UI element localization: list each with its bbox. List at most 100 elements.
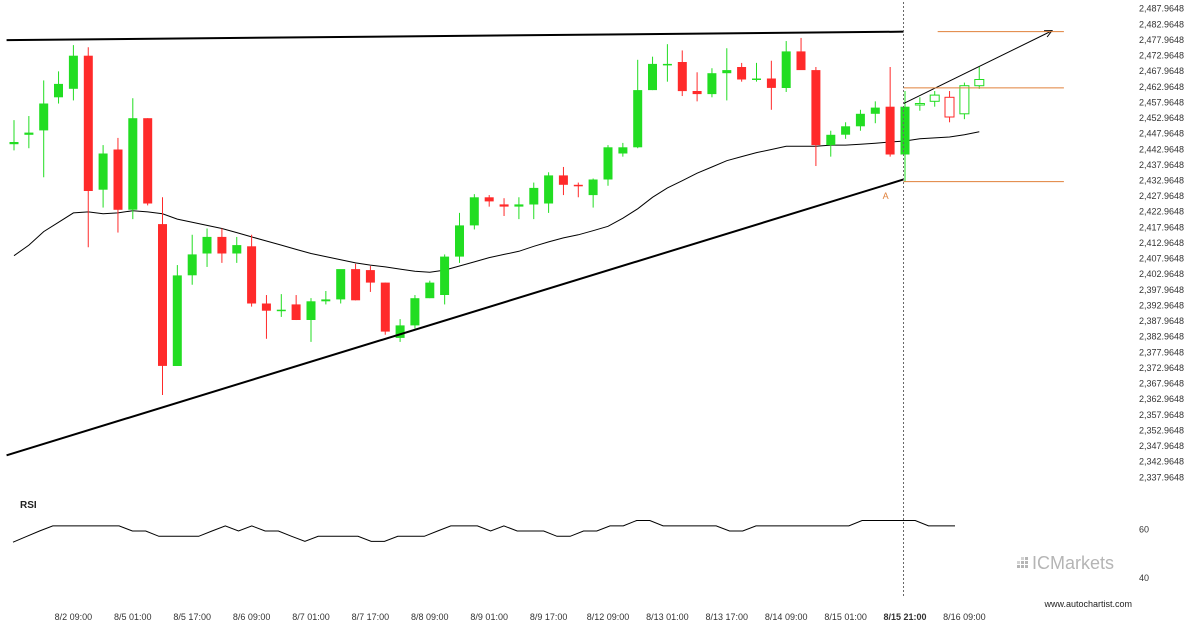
candle-body [603,147,613,180]
bullish-candle [662,44,672,82]
candle-body [143,118,153,204]
candle-body [202,236,212,254]
rsi-title: RSI [20,500,37,511]
time-tick-label: 8/9 17:00 [530,612,568,622]
time-tick-label: 8/15 01:00 [824,612,867,622]
bullish-candle [98,145,108,208]
bullish-candle [306,298,316,342]
bearish-candle [499,198,509,217]
bullish-candle [187,234,197,285]
projection-line [903,30,1053,104]
time-tick-label: 8/5 17:00 [173,612,211,622]
bullish-candle [618,142,628,157]
bearish-candle [291,295,301,321]
bullish-candle [841,122,851,139]
price-tick-label: 2,392.9648 [1139,301,1184,311]
candle-body [914,103,925,106]
bearish-candle [217,228,227,263]
bullish-candle [276,294,286,317]
bullish-candle [781,41,791,92]
bullish-candle [870,101,880,124]
bullish-candle [24,116,34,149]
candle-body [662,63,672,66]
candle-body [9,142,19,145]
rsi-line [12,520,955,543]
price-tick-label: 2,387.9648 [1139,316,1184,326]
candle-body [499,204,509,207]
candle-body [54,83,63,98]
candle-body [558,175,568,185]
candle-body [261,303,271,311]
bearish-candle [944,91,955,123]
time-tick-label: 8/14 09:00 [765,612,808,622]
candle-body [885,106,895,155]
bullish-candle [544,172,554,213]
candle-body [83,55,93,192]
candle-body [974,79,985,87]
price-tick-label: 2,377.9648 [1139,347,1184,357]
candle-body [306,301,316,320]
candle-body [365,270,375,283]
candle-body [514,204,524,207]
bearish-candle [351,263,361,301]
candle-body [781,51,791,88]
price-tick-label: 2,342.9648 [1139,457,1184,467]
candle-body [128,118,138,210]
bearish-candle [158,197,167,396]
candle-body [633,90,643,148]
brand-name: Markets [1050,553,1114,573]
bullish-candle [440,254,450,305]
bearish-candle [677,50,687,97]
candle-body [766,78,776,88]
candle-body [24,132,34,135]
bullish-candle [321,290,331,305]
price-tick-label: 2,457.9648 [1139,97,1184,107]
price-tick-label: 2,427.9648 [1139,191,1184,201]
time-tick-label: 8/6 09:00 [233,612,271,622]
projection-arrowhead-icon [1043,30,1054,38]
price-tick-label: 2,447.9648 [1139,129,1184,139]
price-tick-label: 2,402.9648 [1139,269,1184,279]
bullish-candle [707,68,717,98]
bullish-candle [588,178,598,208]
bullish-candle [929,91,940,107]
candle-body [425,282,435,299]
price-tick-label: 2,417.9648 [1139,222,1184,232]
candle-body [217,236,227,254]
bearish-candle [143,118,153,206]
bullish-candle [202,228,212,267]
time-tick-label: 8/13 01:00 [646,612,689,622]
price-tick-label: 2,362.9648 [1139,394,1184,404]
bullish-candle [900,91,910,182]
candles-layer [9,37,985,396]
source-link[interactable]: www.autochartist.com [1043,599,1132,609]
pattern-marker-label: A [883,191,889,201]
bullish-candle [172,265,182,366]
candle-body [484,197,494,202]
candle-body [395,325,405,338]
candle-body [796,51,806,71]
price-tick-label: 2,487.9648 [1139,4,1184,14]
bullish-candle [54,71,63,104]
brand-wordmark: ICMarkets [1032,553,1114,573]
bullish-candle [826,130,836,157]
candle-body [841,126,851,135]
rsi-tick-label: 40 [1139,573,1149,583]
bullish-candle [9,120,19,151]
time-tick-label: 8/13 17:00 [706,612,749,622]
pattern-overlay: A [6,2,1064,596]
price-axis: 2,487.9648 2,482.9648 2,477.9648 2,472.9648… [1139,4,1184,483]
candle-body [469,197,479,226]
candle-body [321,299,331,302]
bearish-candle [247,234,257,307]
bearish-candle [796,37,806,71]
price-tick-label: 2,437.9648 [1139,160,1184,170]
time-tick-label: 8/12 09:00 [587,612,630,622]
candle-body [959,85,970,115]
price-tick-label: 2,347.9648 [1139,441,1184,451]
price-tick-label: 2,482.9648 [1139,19,1184,29]
bearish-candle [885,66,895,157]
bullish-candle [959,82,970,120]
time-axis: 8/2 09:00 8/5 01:00 8/5 17:00 8/6 09:00 8/7 … [55,612,986,622]
